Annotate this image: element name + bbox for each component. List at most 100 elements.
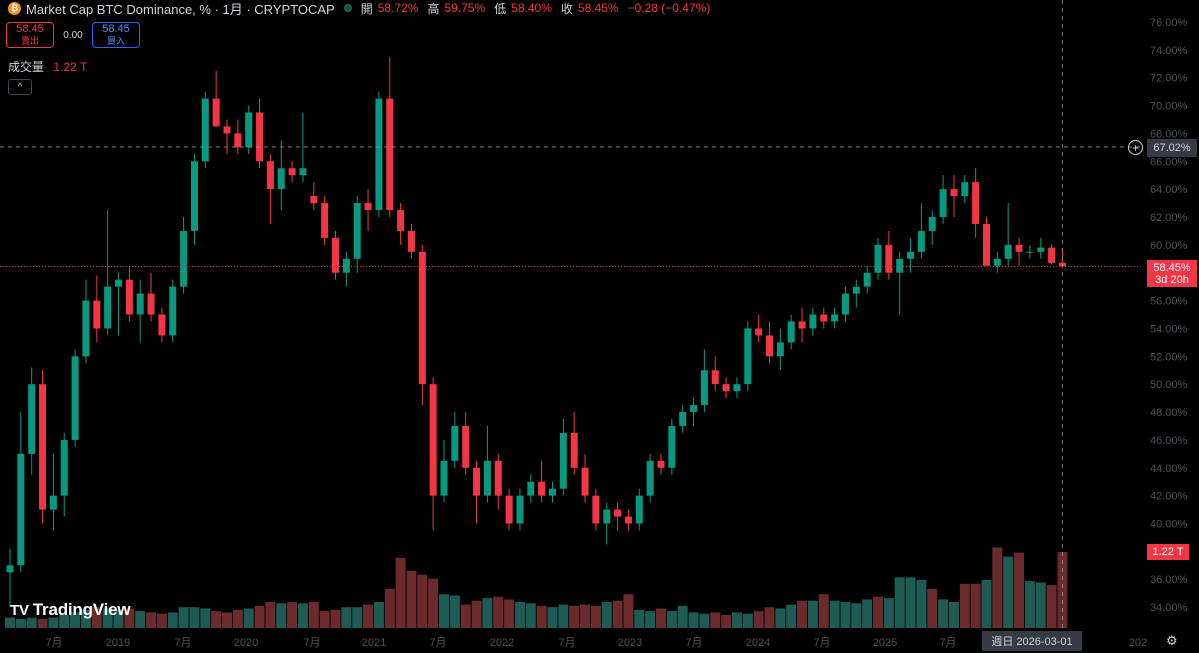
- candle-body: [60, 439, 68, 496]
- y-axis: 34.00%36.00%38.00%40.00%42.00%44.00%46.0…: [1150, 17, 1188, 614]
- close-value: 58.45%: [577, 1, 619, 15]
- candle-body: [711, 370, 719, 385]
- candle-body: [635, 495, 643, 524]
- buy-button[interactable]: 58.45 買入: [92, 22, 140, 48]
- candle-body: [28, 384, 36, 454]
- volume-bar: [634, 609, 645, 628]
- candle-body: [190, 161, 198, 231]
- x-tick-label: 7月: [45, 637, 62, 649]
- volume-bar: [623, 594, 634, 628]
- volume-bar: [775, 608, 786, 628]
- add-alert-icon[interactable]: +: [1128, 140, 1143, 155]
- volume-bar: [384, 589, 395, 628]
- volume-bar: [439, 594, 449, 628]
- volume-bar: [710, 612, 721, 628]
- volume-bar: [916, 579, 927, 628]
- guide-lines: [0, 0, 1143, 628]
- bitcoin-icon: ₿: [8, 1, 21, 15]
- x-tick-label: 7月: [813, 637, 830, 649]
- y-tick-label: 52.00%: [1150, 351, 1188, 363]
- x-tick-label: 2024: [746, 637, 770, 649]
- x-tick-label: 7月: [429, 637, 446, 649]
- volume-bar: [178, 607, 189, 628]
- volume-bar: [124, 608, 135, 628]
- sell-button[interactable]: 58.45 賣出: [6, 22, 54, 48]
- volume-bar: [341, 607, 352, 628]
- sell-label: 賣出: [20, 35, 39, 46]
- y-tick-label: 74.00%: [1150, 45, 1188, 57]
- volume-bar: [406, 570, 417, 628]
- volume-bar: [70, 612, 81, 628]
- volume-value: 1.22 T: [53, 60, 88, 74]
- x-tick-label: 7月: [174, 637, 191, 649]
- volume-bar: [37, 618, 48, 628]
- change-value: −0.28 (−0.47%): [627, 1, 711, 15]
- volume-bar: [992, 547, 1003, 628]
- candle-body: [115, 279, 122, 287]
- x-tick-label: 7月: [939, 637, 956, 649]
- candle-body: [418, 251, 426, 385]
- candle-body: [136, 293, 144, 315]
- volume-bar: [894, 577, 905, 628]
- candle-body: [809, 314, 817, 329]
- candle-body: [82, 300, 90, 357]
- collapse-legend-button[interactable]: ^: [8, 79, 32, 95]
- high-label: 高: [427, 1, 440, 16]
- volume-bar: [113, 609, 124, 628]
- symbol-title[interactable]: Market Cap BTC Dominance, % · 1月 · CRYPT…: [26, 1, 335, 17]
- candle-body: [212, 98, 220, 127]
- candle-body: [256, 112, 264, 162]
- candle-body: [201, 98, 209, 162]
- candle-body: [603, 509, 611, 524]
- volume-bar: [1014, 552, 1025, 628]
- volume-bar: [883, 598, 894, 628]
- volume-bar: [395, 557, 406, 628]
- volume-bar: [753, 611, 764, 628]
- candle-body: [863, 272, 871, 287]
- candle-body: [852, 286, 860, 294]
- candle-body: [820, 314, 828, 322]
- volume-bar: [417, 574, 428, 628]
- candle-body: [755, 328, 763, 336]
- volume-bar: [135, 611, 146, 628]
- volume-bar: [471, 600, 482, 628]
- close-label: 收: [560, 1, 573, 16]
- volume-bar: [493, 596, 504, 628]
- candle-body: [700, 370, 708, 406]
- candle-body: [961, 182, 969, 197]
- x-tick-label: 2020: [234, 637, 258, 649]
- gear-icon[interactable]: ⚙: [1166, 633, 1178, 648]
- volume-legend[interactable]: 成交量 1.22 T: [8, 58, 87, 75]
- candle-body: [614, 509, 622, 517]
- candle-body: [234, 133, 242, 148]
- volume-bar: [601, 602, 612, 628]
- buy-label: 買入: [106, 35, 125, 46]
- candle-body: [397, 210, 405, 231]
- candle-body: [440, 460, 448, 496]
- volume-bar: [1057, 552, 1068, 628]
- y-tick-label: 40.00%: [1150, 519, 1188, 531]
- candle-body: [841, 293, 849, 315]
- candle-body: [657, 460, 665, 468]
- volume-bar: [829, 600, 840, 628]
- volume-bar: [514, 602, 525, 628]
- open-label: 開: [360, 1, 373, 16]
- tradingview-logo[interactable]: TV TradingView: [10, 600, 131, 620]
- spread-value: 0.00: [63, 29, 83, 41]
- volume-bar: [287, 602, 298, 628]
- volume-bar: [525, 603, 536, 628]
- candle-body: [776, 342, 784, 357]
- y-tick-label: 36.00%: [1150, 574, 1188, 586]
- y-tick-label: 48.00%: [1150, 407, 1188, 419]
- volume-bar: [1024, 581, 1035, 628]
- candle-body: [353, 203, 361, 259]
- candle-body: [874, 244, 882, 273]
- volume-bar: [862, 599, 873, 628]
- low-label: 低: [494, 1, 507, 16]
- y-tick-label: 46.00%: [1150, 435, 1188, 447]
- candle-body: [180, 230, 188, 287]
- volume-bar: [721, 615, 732, 628]
- y-tick-label: 72.00%: [1150, 73, 1188, 85]
- candle-body: [386, 98, 394, 211]
